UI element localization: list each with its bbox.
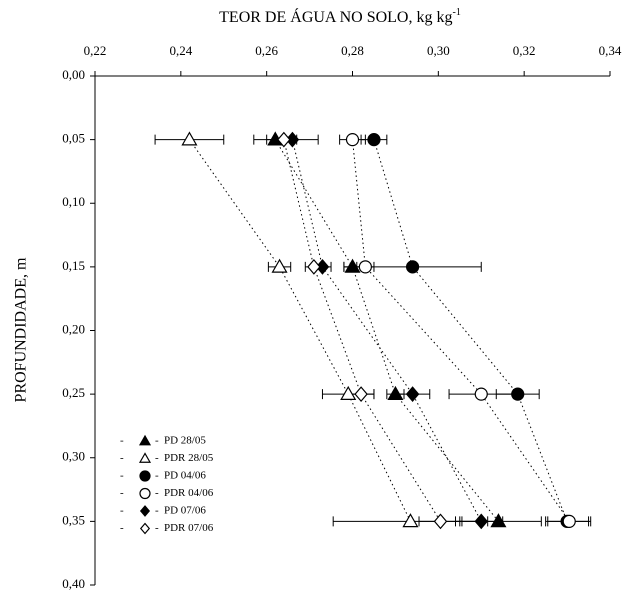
marker bbox=[405, 260, 420, 274]
legend-marker bbox=[139, 505, 151, 517]
legend-label: PD 07/06 bbox=[164, 505, 206, 517]
legend-marker bbox=[138, 452, 152, 463]
legend-marker bbox=[139, 522, 151, 535]
x-tick-label: 0,22 bbox=[84, 43, 107, 58]
legend-dash: - bbox=[155, 487, 159, 499]
x-axis-title-main: TEOR DE ÁGUA NO SOLO, kg kg bbox=[219, 7, 452, 26]
marker bbox=[307, 258, 321, 275]
x-tick-label: 0,28 bbox=[341, 43, 364, 58]
legend-label: PD 28/05 bbox=[164, 435, 206, 447]
marker bbox=[405, 386, 420, 403]
marker bbox=[474, 513, 488, 530]
legend-dash: - bbox=[155, 452, 159, 464]
y-axis-title: PROFUNDIDADE, m bbox=[13, 257, 30, 402]
y-tick-label: 0,35 bbox=[62, 512, 85, 527]
y-tick-label: 0,25 bbox=[62, 385, 85, 400]
legend-marker bbox=[139, 470, 151, 482]
legend-dash: - bbox=[155, 435, 159, 447]
y-tick-label: 0,15 bbox=[62, 258, 85, 273]
x-tick-label: 0,34 bbox=[599, 43, 622, 58]
marker bbox=[181, 131, 198, 146]
marker bbox=[474, 387, 488, 401]
x-tick-label: 0,30 bbox=[427, 43, 450, 58]
marker bbox=[358, 260, 372, 274]
y-tick-label: 0,40 bbox=[62, 576, 85, 591]
y-tick-label: 0,30 bbox=[62, 449, 85, 464]
series-line bbox=[352, 139, 570, 522]
y-tick-label: 0,05 bbox=[62, 131, 85, 146]
marker bbox=[402, 513, 419, 528]
marker bbox=[367, 133, 381, 147]
series-line bbox=[283, 139, 441, 522]
legend-marker bbox=[138, 434, 152, 446]
marker bbox=[387, 385, 404, 400]
marker bbox=[490, 513, 507, 528]
x-tick-label: 0,24 bbox=[169, 43, 192, 58]
legend-dash: - bbox=[155, 505, 159, 517]
legend-label: PDR 07/06 bbox=[164, 522, 214, 534]
marker bbox=[277, 131, 291, 148]
marker bbox=[354, 386, 368, 403]
y-tick-label: 0,00 bbox=[62, 67, 85, 82]
series-line bbox=[291, 139, 482, 522]
legend-label: PD 04/06 bbox=[164, 470, 206, 482]
legend-marker bbox=[139, 487, 151, 500]
legend-dash: - bbox=[155, 470, 159, 482]
y-tick-label: 0,10 bbox=[62, 194, 85, 209]
legend-dash: - bbox=[120, 505, 124, 517]
x-axis-title-superscript: -1 bbox=[452, 7, 460, 18]
legend-dash: - bbox=[120, 470, 124, 482]
series-line bbox=[373, 139, 568, 522]
x-tick-label: 0,26 bbox=[255, 43, 278, 58]
legend-dash: - bbox=[120, 435, 124, 447]
y-tick-label: 0,20 bbox=[62, 321, 85, 336]
marker bbox=[344, 258, 361, 273]
legend-dash: - bbox=[155, 522, 159, 534]
legend-label: PDR 28/05 bbox=[164, 452, 214, 464]
series-line bbox=[189, 139, 411, 522]
marker bbox=[271, 258, 288, 273]
marker bbox=[340, 385, 357, 400]
legend-dash: - bbox=[120, 452, 124, 464]
x-tick-label: 0,32 bbox=[513, 43, 536, 58]
legend-dash: - bbox=[120, 522, 124, 534]
series-line bbox=[274, 139, 499, 522]
marker bbox=[433, 513, 448, 530]
marker bbox=[562, 514, 576, 528]
marker bbox=[511, 387, 525, 401]
legend-label: PDR 04/06 bbox=[164, 487, 214, 499]
x-axis-title: TEOR DE ÁGUA NO SOLO, kg kg-1 bbox=[219, 7, 461, 26]
marker bbox=[345, 133, 360, 147]
legend-dash: - bbox=[120, 487, 124, 499]
